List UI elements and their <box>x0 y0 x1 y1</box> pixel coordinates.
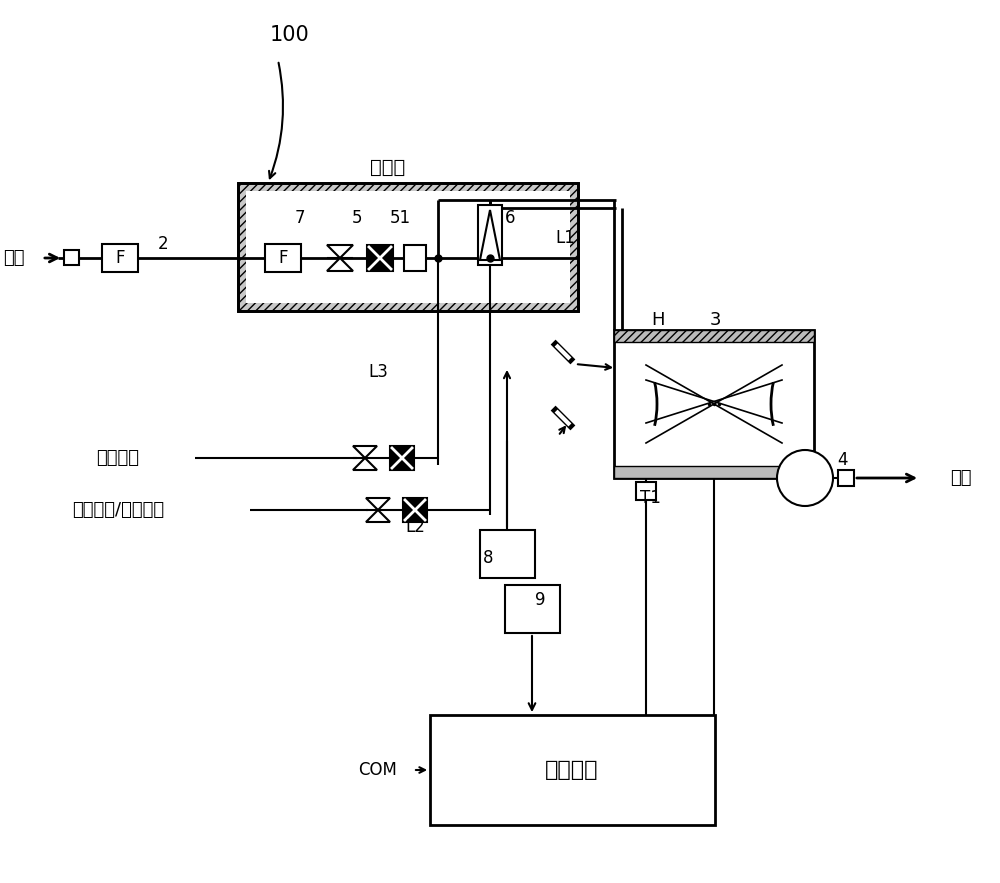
Polygon shape <box>366 498 390 510</box>
Bar <box>238 183 578 311</box>
Text: 6: 6 <box>505 209 515 227</box>
Text: F: F <box>115 249 125 267</box>
Text: H: H <box>651 311 665 329</box>
Text: 吹扫气体: 吹扫气体 <box>96 449 140 467</box>
Text: 9: 9 <box>536 591 546 609</box>
Text: 5: 5 <box>352 209 362 227</box>
Bar <box>64 250 79 265</box>
Bar <box>403 498 427 522</box>
Text: T1: T1 <box>640 489 661 507</box>
Text: L1: L1 <box>555 229 575 247</box>
Bar <box>614 330 814 342</box>
Bar <box>367 245 393 271</box>
Polygon shape <box>480 210 500 260</box>
Polygon shape <box>366 510 390 522</box>
Polygon shape <box>353 446 377 458</box>
Text: 51: 51 <box>389 209 411 227</box>
Bar <box>614 466 814 478</box>
Polygon shape <box>327 245 353 258</box>
Bar <box>246 191 570 303</box>
Bar <box>265 244 301 272</box>
Text: 3: 3 <box>709 311 721 329</box>
Polygon shape <box>353 458 377 470</box>
Text: 100: 100 <box>270 25 310 45</box>
Bar <box>404 245 426 271</box>
Text: COM: COM <box>358 761 397 779</box>
Polygon shape <box>327 258 353 271</box>
Text: L3: L3 <box>368 363 388 381</box>
Text: 排气: 排气 <box>950 469 972 487</box>
Circle shape <box>777 450 833 506</box>
Bar <box>102 244 138 272</box>
Text: 加热部: 加热部 <box>370 157 406 177</box>
Bar <box>636 482 656 500</box>
Bar <box>430 715 715 825</box>
Bar <box>390 446 414 470</box>
Text: 计算装置: 计算装置 <box>545 760 599 780</box>
Text: 4: 4 <box>838 451 848 469</box>
Text: L2: L2 <box>405 518 425 536</box>
Text: 7: 7 <box>295 209 305 227</box>
Text: F: F <box>278 249 288 267</box>
Bar <box>478 205 502 265</box>
Bar <box>505 585 560 633</box>
Text: 2: 2 <box>158 235 168 253</box>
Bar <box>480 530 535 578</box>
Text: 零点气体/标准气体: 零点气体/标准气体 <box>72 501 164 519</box>
Text: 8: 8 <box>482 549 493 567</box>
Bar <box>238 183 578 311</box>
Text: 排气: 排气 <box>4 249 25 267</box>
Bar <box>838 470 854 486</box>
Bar <box>614 330 814 478</box>
